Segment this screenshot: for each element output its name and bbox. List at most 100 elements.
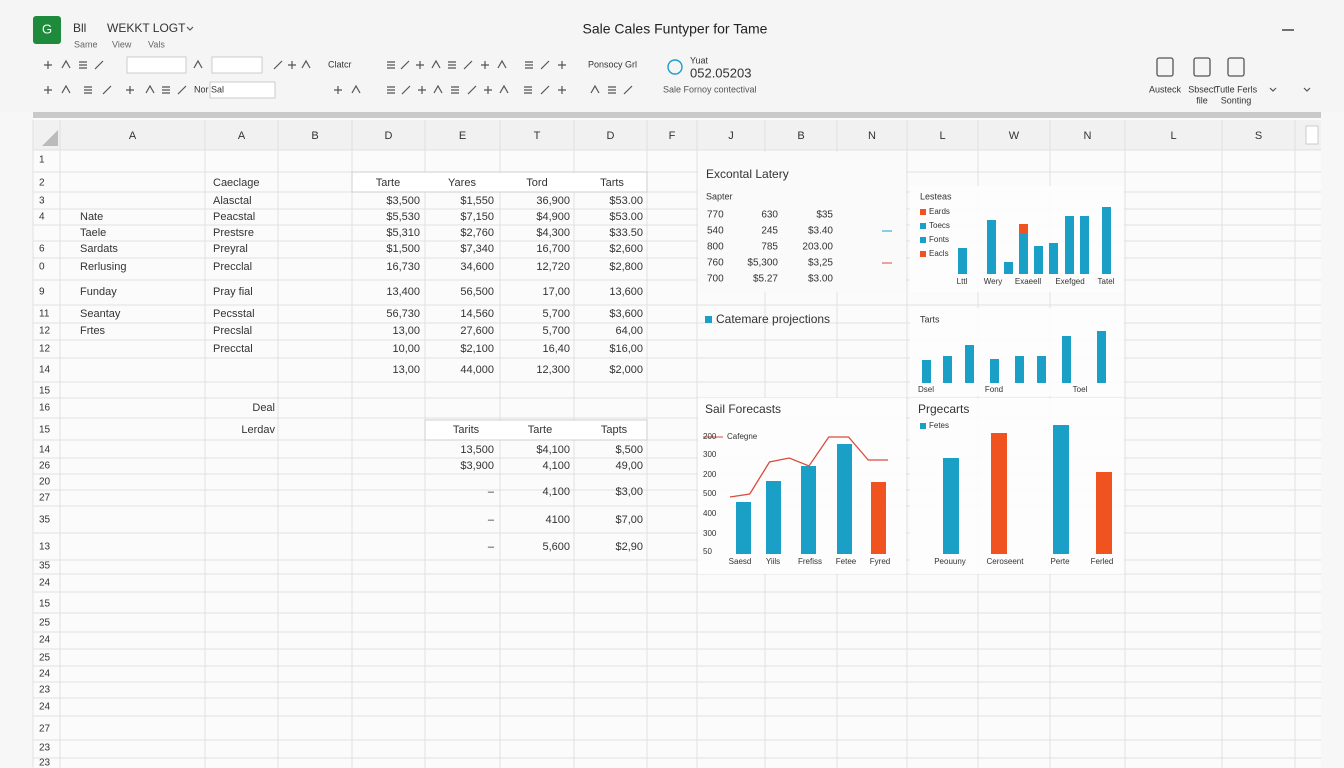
- toolbar-button[interactable]: [61, 59, 71, 69]
- toolbar-button[interactable]: [401, 85, 411, 95]
- toolbar-button[interactable]: [499, 84, 509, 94]
- row-number[interactable]: 12: [39, 326, 51, 337]
- toolbar-button[interactable]: [418, 86, 426, 94]
- toolbar-button[interactable]: [431, 59, 441, 69]
- submenu-item[interactable]: View: [112, 39, 132, 49]
- toolbar-button[interactable]: [84, 86, 92, 94]
- menu-item[interactable]: Bll: [73, 21, 86, 35]
- toolbar-button[interactable]: [193, 59, 203, 69]
- toolbar-button[interactable]: [433, 84, 443, 94]
- column-header[interactable]: S: [1255, 130, 1262, 142]
- column-header[interactable]: D: [385, 130, 393, 142]
- row-number[interactable]: 24: [39, 578, 51, 589]
- action-label[interactable]: file: [1196, 95, 1208, 105]
- column-header[interactable]: A: [238, 130, 246, 142]
- row-number[interactable]: 4: [39, 212, 45, 223]
- row-number[interactable]: 27: [39, 724, 51, 735]
- column-header[interactable]: L: [939, 130, 945, 142]
- row-number[interactable]: 3: [39, 196, 45, 207]
- toolbar-button[interactable]: [288, 61, 296, 69]
- action-icon[interactable]: [1156, 57, 1174, 77]
- column-header[interactable]: J: [728, 130, 734, 142]
- row-number[interactable]: 23: [39, 685, 51, 696]
- toolbar-button[interactable]: [525, 61, 533, 69]
- column-header[interactable]: W: [1009, 130, 1020, 142]
- toolbar-button[interactable]: [301, 59, 311, 69]
- submenu-item[interactable]: Vals: [148, 39, 165, 49]
- action-label[interactable]: Tutle Ferls: [1215, 84, 1258, 94]
- toolbar-button[interactable]: [448, 61, 456, 69]
- toolbar-button[interactable]: [126, 86, 134, 94]
- toolbar-button[interactable]: [451, 86, 459, 94]
- font-name[interactable]: Clatcr: [328, 59, 352, 69]
- row-number[interactable]: 9: [39, 287, 45, 298]
- toolbar-button[interactable]: [608, 86, 616, 94]
- toolbar-button[interactable]: [540, 85, 550, 95]
- toolbar-button[interactable]: [61, 84, 71, 94]
- app-icon[interactable]: [33, 16, 61, 44]
- size-box[interactable]: [211, 56, 263, 74]
- row-number[interactable]: 0: [39, 262, 45, 273]
- row-number[interactable]: 6: [39, 244, 45, 255]
- toolbar-button[interactable]: [94, 60, 104, 70]
- column-header[interactable]: T: [534, 130, 541, 142]
- column-header[interactable]: L: [1170, 130, 1176, 142]
- action-label[interactable]: Sonting: [1221, 95, 1252, 105]
- submenu-item[interactable]: Same: [74, 39, 98, 49]
- column-header[interactable]: D: [607, 130, 615, 142]
- toolbar-button[interactable]: [497, 59, 507, 69]
- ribbon-caret[interactable]: [1269, 87, 1311, 92]
- toolbar-button[interactable]: [416, 61, 424, 69]
- row-number[interactable]: 23: [39, 758, 51, 768]
- row-number[interactable]: 15: [39, 425, 51, 436]
- action-label[interactable]: Austeck: [1149, 84, 1182, 94]
- column-header[interactable]: B: [311, 130, 318, 142]
- row-number[interactable]: 15: [39, 386, 51, 397]
- row-number[interactable]: 14: [39, 445, 51, 456]
- row-number[interactable]: 14: [39, 365, 51, 376]
- toolbar-button[interactable]: [558, 86, 566, 94]
- toolbar-button[interactable]: [102, 85, 112, 95]
- row-number[interactable]: 2: [39, 178, 45, 189]
- toolbar-button[interactable]: [540, 60, 550, 70]
- toolbar-button[interactable]: [387, 61, 395, 69]
- row-number[interactable]: 23: [39, 743, 51, 754]
- column-header[interactable]: N: [1084, 130, 1092, 142]
- style-name[interactable]: Ponsocy Grl: [588, 59, 637, 69]
- toolbar-button[interactable]: [467, 85, 477, 95]
- column-header[interactable]: A: [129, 130, 137, 142]
- row-number[interactable]: 26: [39, 461, 51, 472]
- toolbar-button[interactable]: [145, 84, 155, 94]
- toolbar-button[interactable]: [273, 60, 283, 70]
- row-number[interactable]: 15: [39, 599, 51, 610]
- row-number[interactable]: 27: [39, 493, 51, 504]
- toolbar-button[interactable]: [558, 61, 566, 69]
- row-number[interactable]: 25: [39, 618, 51, 629]
- row-number[interactable]: 35: [39, 561, 51, 572]
- row-number[interactable]: 12: [39, 344, 51, 355]
- action-label[interactable]: Sbsect: [1188, 84, 1216, 94]
- toolbar-button[interactable]: [463, 60, 473, 70]
- toolbar-button[interactable]: [590, 84, 600, 94]
- row-number[interactable]: 1: [39, 155, 45, 166]
- action-icon[interactable]: [1227, 57, 1245, 77]
- toolbar-button[interactable]: [162, 86, 170, 94]
- row-number[interactable]: 35: [39, 515, 51, 526]
- row-number[interactable]: 20: [39, 477, 51, 488]
- row-number[interactable]: 16: [39, 403, 51, 414]
- row-number[interactable]: 24: [39, 702, 51, 713]
- toolbar-button[interactable]: [334, 86, 342, 94]
- toolbar-button[interactable]: [177, 85, 187, 95]
- row-number[interactable]: 13: [39, 542, 51, 553]
- toolbar-button[interactable]: [44, 61, 52, 69]
- toolbar-button[interactable]: [387, 86, 395, 94]
- scrollbar[interactable]: [1305, 125, 1319, 145]
- column-header[interactable]: F: [669, 130, 676, 142]
- font-box[interactable]: [126, 56, 187, 74]
- toolbar-button[interactable]: [351, 84, 361, 94]
- toolbar-button[interactable]: [484, 86, 492, 94]
- toolbar-button[interactable]: [44, 86, 52, 94]
- row-number[interactable]: 24: [39, 635, 51, 646]
- toolbar-button[interactable]: [524, 86, 532, 94]
- row-number[interactable]: 11: [39, 309, 50, 320]
